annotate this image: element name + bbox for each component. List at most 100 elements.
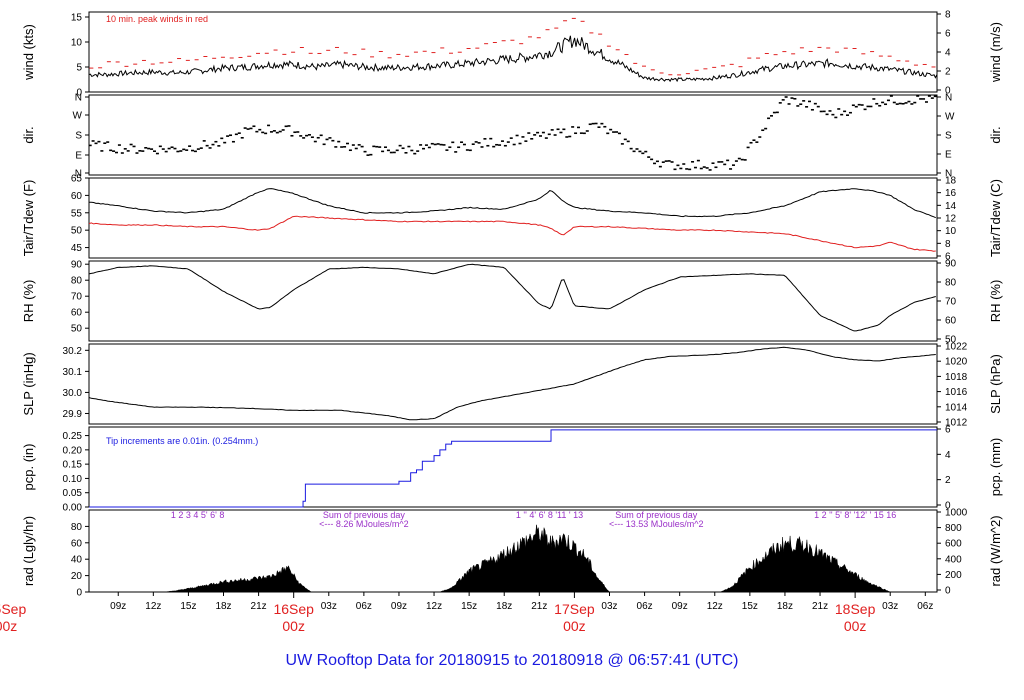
x-tick-label: 18z (215, 601, 231, 612)
left-tick-label: 60 (71, 191, 83, 202)
series-SLP (88, 346, 936, 421)
left-tick-label: 55 (71, 208, 83, 219)
ylabel-right: wind (m/s) (988, 22, 1003, 83)
panel-slp: 29.9 30.0 30.1 30.2 1012 1014 1016 1018 1020 1022… (21, 342, 1003, 429)
day-label-date: 18Sep (835, 601, 876, 617)
right-tick-label: 6 (945, 29, 951, 40)
x-axis: 09z 12z 15z 18z 21z 03z 06z 09z 12z 15z 18z 21z 03z 0… (0, 592, 933, 634)
series-radiation (164, 524, 891, 593)
x-tick-label: 12z (145, 601, 161, 612)
ylabel-right: dir. (988, 126, 1003, 143)
left-tick-label: 45 (71, 243, 83, 254)
left-tick-label: 60 (71, 538, 83, 549)
x-tick-label: 15z (742, 601, 758, 612)
right-tick-label: 4 (945, 450, 951, 461)
right-tick-label: 4 (945, 48, 951, 59)
ylabel-right: pcp. (mm) (988, 438, 1003, 497)
right-tick-label: 2 (945, 67, 951, 78)
right-tick-label: S (945, 131, 952, 142)
right-tick-label: 0 (945, 501, 951, 512)
left-tick-label: 80 (71, 276, 83, 287)
rad-annotation: Sum of previous day (323, 510, 406, 520)
left-tick-label: 0.10 (63, 474, 83, 485)
ylabel-left: RH (%) (21, 280, 36, 323)
right-tick-label: 1012 (945, 418, 968, 429)
ylabel-left: wind (kts) (21, 24, 36, 81)
series-precip (89, 429, 937, 508)
right-tick-label: 8 (945, 239, 951, 250)
ylabel-right: RH (%) (988, 280, 1003, 323)
x-tick-label: 03z (321, 601, 337, 612)
right-tick-label: 0 (945, 86, 951, 97)
right-tick-label: 18 (945, 176, 957, 187)
series-direction (88, 95, 937, 171)
rad-annotation: Sum of previous day (615, 510, 698, 520)
left-tick-label: 15 (71, 13, 83, 24)
x-tick-label: 06z (356, 601, 372, 612)
x-tick-label: 03z (882, 601, 898, 612)
right-tick-label: 1014 (945, 402, 968, 413)
right-tick-label: N (945, 169, 952, 180)
left-tick-label: 0.20 (63, 445, 83, 456)
left-tick-label: 5 (76, 63, 82, 74)
right-tick-label: 1020 (945, 357, 968, 368)
left-tick-label: 29.9 (63, 409, 83, 420)
right-tick-label: 1022 (945, 342, 968, 353)
day-label-time: 00z (0, 618, 17, 634)
x-tick-label: 15z (180, 601, 196, 612)
right-tick-label: E (945, 150, 952, 161)
rad-annotation: 1 2 3 4 5' 6' 8 (171, 510, 224, 520)
ylabel-left: rad (Lgly/hr) (21, 516, 36, 586)
left-tick-label: W (73, 111, 83, 122)
rad-annotation: 1 '' 4' 6' 8 '11 ' 13 (516, 510, 583, 520)
ylabel-right: SLP (hPa) (988, 354, 1003, 414)
panel-frame (88, 343, 938, 425)
left-tick-label: 50 (71, 324, 83, 335)
panel-frame (88, 426, 938, 508)
x-tick-label: 06z (917, 601, 933, 612)
right-tick-label: 1016 (945, 387, 968, 398)
left-tick-label: 0.00 (63, 503, 83, 514)
left-tick-label: 60 (71, 308, 83, 319)
day-label-date: 16Sep (273, 601, 314, 617)
ylabel-left: dir. (21, 126, 36, 143)
left-tick-label: N (75, 93, 82, 104)
right-tick-label: 8 (945, 10, 951, 21)
panel-wind: 0 5 10 15 0 2 4 6 8 wind (kts) wind (m/s) 10 min. p… (21, 10, 1003, 99)
x-tick-label: 12z (707, 601, 723, 612)
right-tick-label: 1018 (945, 372, 968, 383)
rad-annotation: <--- 8.26 MJoules/m^2 (319, 519, 409, 529)
day-label-time: 00z (282, 618, 305, 634)
left-tick-label: 0 (76, 88, 82, 99)
right-tick-label: 60 (945, 316, 957, 327)
left-tick-label: 30.0 (63, 388, 83, 399)
panel-pcp: 0.00 0.05 0.10 0.15 0.20 0.25 0 2 4 6 pcp. (in) pcp… (21, 425, 1003, 514)
left-tick-label: 65 (71, 174, 83, 185)
right-tick-label: 2 (945, 475, 951, 486)
series-Tdew (88, 215, 936, 252)
left-tick-label: 10 (71, 38, 83, 49)
series-Tair (88, 188, 936, 219)
left-tick-label: 0.05 (63, 488, 83, 499)
right-tick-label: N (945, 93, 952, 104)
right-tick-label: 16 (945, 188, 957, 199)
day-label-time: 00z (563, 618, 586, 634)
left-tick-label: 70 (71, 292, 83, 303)
left-tick-label: 0.25 (63, 431, 83, 442)
right-tick-label: 200 (945, 570, 962, 581)
panel-frame (88, 94, 938, 176)
series-RH (88, 263, 936, 332)
ylabel-right: rad (W/m^2) (988, 515, 1003, 586)
left-tick-label: E (75, 151, 82, 162)
x-tick-label: 09z (672, 601, 688, 612)
panel-note: Tip increments are 0.01in. (0.254mm.) (106, 436, 258, 446)
x-tick-label: 21z (251, 601, 267, 612)
left-tick-label: 30.1 (63, 367, 83, 378)
panel-frame (88, 177, 938, 259)
x-tick-label: 09z (110, 601, 126, 612)
x-tick-label: 03z (601, 601, 617, 612)
